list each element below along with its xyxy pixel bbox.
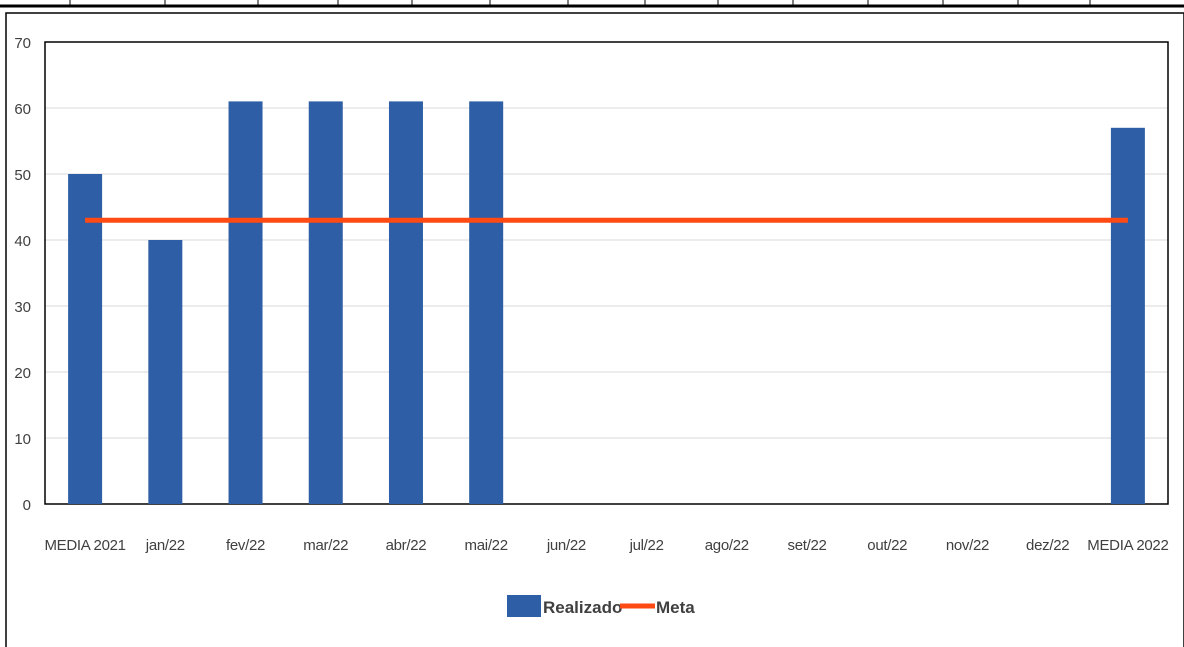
x-tick-label: dez/22 (1026, 537, 1069, 554)
y-axis-ticks: 0 10 20 30 40 50 60 70 (14, 35, 31, 514)
bar (148, 240, 183, 504)
x-tick-label: jun/22 (546, 537, 586, 554)
x-tick-label: nov/22 (946, 537, 989, 554)
bar-series (68, 101, 1145, 505)
legend-label-realizado: Realizado (543, 598, 622, 617)
y-tick-label: 20 (14, 365, 31, 382)
x-tick-label: jan/22 (145, 537, 185, 554)
x-tick-label: jul/22 (629, 537, 664, 554)
y-tick-label: 30 (14, 299, 31, 316)
plot-area-border (44, 41, 1169, 505)
chart-border (5, 12, 1184, 647)
y-tick-label: 50 (14, 167, 31, 184)
x-tick-label: ago/22 (705, 537, 749, 554)
y-tick-label: 0 (23, 497, 31, 514)
legend: Realizado Meta (507, 595, 695, 617)
bar (68, 174, 103, 504)
x-tick-label: mar/22 (303, 537, 348, 554)
spreadsheet-row-strip (0, 0, 1184, 8)
x-tick-label: fev/22 (226, 537, 265, 554)
bar (388, 101, 423, 505)
y-tick-label: 10 (14, 431, 31, 448)
x-tick-label: mai/22 (465, 537, 508, 554)
x-tick-label: set/22 (788, 537, 827, 554)
bar (308, 101, 343, 505)
legend-swatch-realizado (507, 595, 541, 617)
bar (469, 101, 504, 505)
x-axis-ticks: MEDIA 2021 jan/22 fev/22 mar/22 abr/22 mai/22… (44, 537, 1168, 554)
y-tick-label: 70 (14, 35, 31, 52)
x-tick-label: MEDIA 2021 (44, 537, 125, 554)
y-tick-label: 40 (14, 233, 31, 250)
bar (228, 101, 263, 505)
x-tick-label: abr/22 (386, 537, 427, 554)
x-tick-label: MEDIA 2022 (1087, 537, 1168, 554)
bar (1110, 127, 1145, 505)
y-tick-label: 60 (14, 101, 31, 118)
x-tick-label: out/22 (867, 537, 907, 554)
legend-label-meta: Meta (656, 598, 695, 617)
